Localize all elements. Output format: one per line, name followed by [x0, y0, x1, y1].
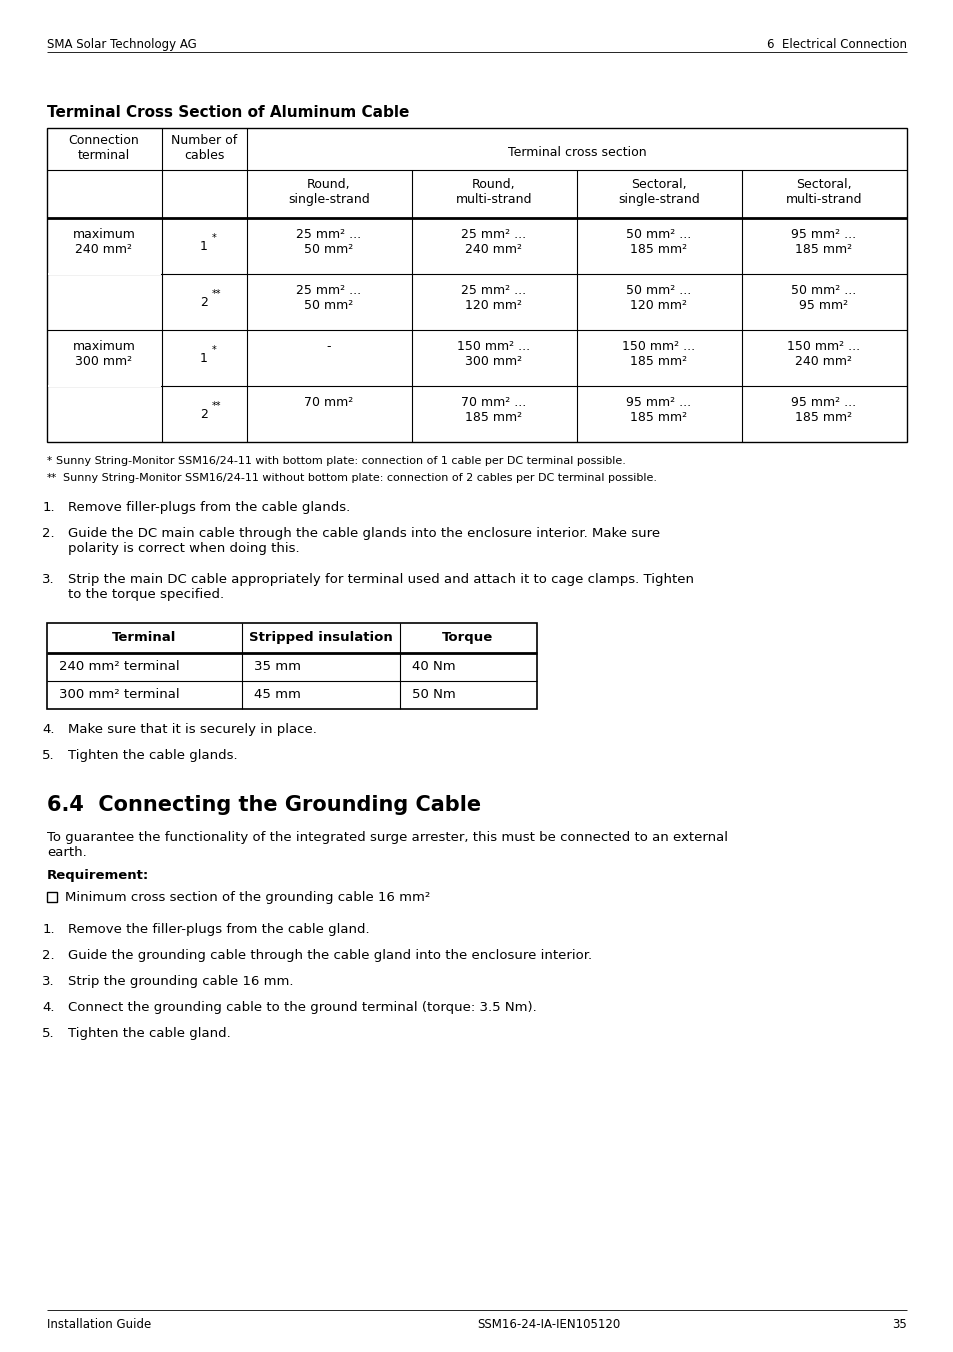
Text: Requirement:: Requirement: — [47, 869, 149, 882]
Text: 6  Electrical Connection: 6 Electrical Connection — [766, 38, 906, 51]
Text: Sunny String-Monitor SSM16/24-11 with bottom plate: connection of 1 cable per DC: Sunny String-Monitor SSM16/24-11 with bo… — [56, 456, 625, 466]
Text: Terminal Cross Section of Aluminum Cable: Terminal Cross Section of Aluminum Cable — [47, 105, 409, 120]
Text: 240 mm² terminal: 240 mm² terminal — [59, 660, 179, 673]
Bar — [48, 273, 161, 274]
Text: *: * — [212, 233, 216, 243]
Text: **: ** — [212, 289, 221, 299]
Text: 1: 1 — [200, 352, 208, 365]
Text: 25 mm² ...
240 mm²: 25 mm² ... 240 mm² — [461, 228, 526, 256]
Text: Remove filler-plugs from the cable glands.: Remove filler-plugs from the cable gland… — [68, 502, 350, 514]
Text: maximum
240 mm²: maximum 240 mm² — [72, 228, 135, 256]
Bar — [47, 128, 906, 442]
Text: 35 mm: 35 mm — [253, 660, 301, 673]
Text: Terminal cross section: Terminal cross section — [507, 146, 645, 160]
Text: 40 Nm: 40 Nm — [412, 660, 456, 673]
Text: 6.4  Connecting the Grounding Cable: 6.4 Connecting the Grounding Cable — [47, 795, 480, 815]
Bar — [47, 892, 57, 902]
Text: 50 mm² ...
185 mm²: 50 mm² ... 185 mm² — [626, 228, 691, 256]
Text: Minimum cross section of the grounding cable 16 mm²: Minimum cross section of the grounding c… — [65, 891, 430, 904]
Text: 5.: 5. — [42, 749, 55, 763]
Text: Round,
multi-strand: Round, multi-strand — [456, 178, 532, 206]
Text: 25 mm² ...
50 mm²: 25 mm² ... 50 mm² — [296, 228, 361, 256]
Text: Installation Guide: Installation Guide — [47, 1318, 152, 1330]
Text: 150 mm² ...
240 mm²: 150 mm² ... 240 mm² — [786, 339, 860, 368]
Text: Sectoral,
multi-strand: Sectoral, multi-strand — [785, 178, 862, 206]
Text: 45 mm: 45 mm — [253, 688, 300, 700]
Text: 3.: 3. — [42, 975, 55, 988]
Text: Strip the main DC cable appropriately for terminal used and attach it to cage cl: Strip the main DC cable appropriately fo… — [68, 573, 693, 602]
Text: -: - — [327, 339, 331, 353]
Text: Connection
terminal: Connection terminal — [69, 134, 139, 162]
Text: SSM16-24-IA-IEN105120: SSM16-24-IA-IEN105120 — [476, 1318, 619, 1330]
Text: Connect the grounding cable to the ground terminal (torque: 3.5 Nm).: Connect the grounding cable to the groun… — [68, 1000, 537, 1014]
Text: Make sure that it is securely in place.: Make sure that it is securely in place. — [68, 723, 316, 735]
Text: 70 mm² ...
185 mm²: 70 mm² ... 185 mm² — [461, 396, 526, 425]
Text: 50 mm² ...
120 mm²: 50 mm² ... 120 mm² — [626, 284, 691, 312]
Text: **: ** — [212, 402, 221, 411]
Text: Terminal: Terminal — [112, 631, 176, 644]
Text: Guide the grounding cable through the cable gland into the enclosure interior.: Guide the grounding cable through the ca… — [68, 949, 592, 963]
Text: Sectoral,
single-strand: Sectoral, single-strand — [618, 178, 700, 206]
Text: Stripped insulation: Stripped insulation — [249, 631, 393, 644]
Text: 2.: 2. — [42, 949, 55, 963]
Text: 1.: 1. — [42, 923, 55, 936]
Text: 300 mm² terminal: 300 mm² terminal — [59, 688, 179, 700]
Bar — [48, 385, 161, 387]
Text: Torque: Torque — [442, 631, 493, 644]
Text: To guarantee the functionality of the integrated surge arrester, this must be co: To guarantee the functionality of the in… — [47, 831, 727, 859]
Text: 150 mm² ...
185 mm²: 150 mm² ... 185 mm² — [621, 339, 695, 368]
Text: 95 mm² ...
185 mm²: 95 mm² ... 185 mm² — [626, 396, 691, 425]
Text: Number of
cables: Number of cables — [171, 134, 237, 162]
Text: 5.: 5. — [42, 1028, 55, 1040]
Text: 35: 35 — [891, 1318, 906, 1330]
Text: 25 mm² ...
50 mm²: 25 mm² ... 50 mm² — [296, 284, 361, 312]
Text: 70 mm²: 70 mm² — [304, 396, 354, 410]
Text: Guide the DC main cable through the cable glands into the enclosure interior. Ma: Guide the DC main cable through the cabl… — [68, 527, 659, 556]
Bar — [47, 623, 537, 708]
Text: Tighten the cable gland.: Tighten the cable gland. — [68, 1028, 231, 1040]
Text: Round,
single-strand: Round, single-strand — [288, 178, 370, 206]
Text: 95 mm² ...
185 mm²: 95 mm² ... 185 mm² — [791, 396, 856, 425]
Text: Tighten the cable glands.: Tighten the cable glands. — [68, 749, 237, 763]
Text: maximum
300 mm²: maximum 300 mm² — [72, 339, 135, 368]
Text: *: * — [47, 456, 52, 466]
Text: **: ** — [47, 473, 57, 483]
Text: Sunny String-Monitor SSM16/24-11 without bottom plate: connection of 2 cables pe: Sunny String-Monitor SSM16/24-11 without… — [63, 473, 657, 483]
Text: 50 mm² ...
95 mm²: 50 mm² ... 95 mm² — [791, 284, 856, 312]
Text: 4.: 4. — [43, 1000, 55, 1014]
Text: 2: 2 — [200, 296, 208, 308]
Text: 2: 2 — [200, 407, 208, 420]
Text: Remove the filler-plugs from the cable gland.: Remove the filler-plugs from the cable g… — [68, 923, 369, 936]
Text: 150 mm² ...
300 mm²: 150 mm² ... 300 mm² — [456, 339, 530, 368]
Text: SMA Solar Technology AG: SMA Solar Technology AG — [47, 38, 196, 51]
Text: *: * — [212, 345, 216, 356]
Text: 1.: 1. — [42, 502, 55, 514]
Text: 4.: 4. — [43, 723, 55, 735]
Text: 3.: 3. — [42, 573, 55, 585]
Text: 2.: 2. — [42, 527, 55, 539]
Text: 25 mm² ...
120 mm²: 25 mm² ... 120 mm² — [461, 284, 526, 312]
Text: 95 mm² ...
185 mm²: 95 mm² ... 185 mm² — [791, 228, 856, 256]
Text: Strip the grounding cable 16 mm.: Strip the grounding cable 16 mm. — [68, 975, 294, 988]
Text: 50 Nm: 50 Nm — [412, 688, 456, 700]
Text: 1: 1 — [200, 239, 208, 253]
